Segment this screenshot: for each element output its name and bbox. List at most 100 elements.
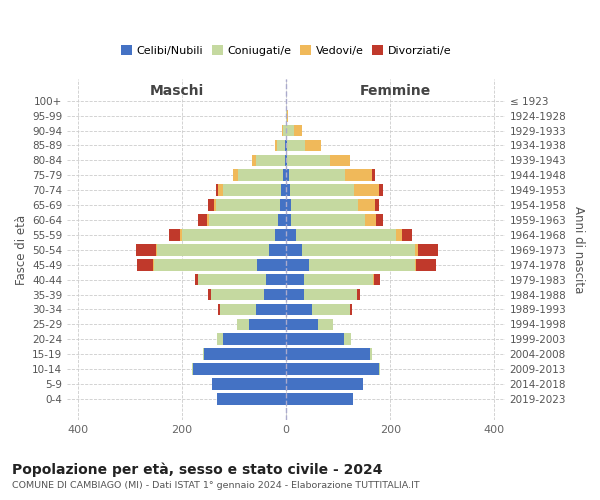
Bar	[237, 318, 286, 330]
Bar	[256, 154, 286, 166]
Bar	[217, 334, 286, 345]
Bar	[283, 170, 286, 181]
Bar	[286, 170, 345, 181]
Bar	[286, 184, 354, 196]
Bar	[275, 140, 286, 151]
Bar	[286, 110, 288, 122]
Bar	[212, 378, 286, 390]
Bar	[286, 244, 437, 256]
Bar	[220, 304, 286, 315]
Bar	[286, 288, 358, 300]
Bar	[197, 274, 286, 285]
Bar	[286, 125, 302, 136]
Bar	[286, 304, 350, 315]
Bar	[286, 125, 294, 136]
Bar	[286, 348, 372, 360]
Bar	[286, 259, 416, 270]
Bar	[286, 363, 379, 375]
Bar	[286, 229, 412, 240]
Y-axis label: Anni di nascita: Anni di nascita	[572, 206, 585, 294]
Bar	[286, 318, 333, 330]
Bar	[203, 348, 286, 360]
Bar	[197, 274, 286, 285]
Bar	[286, 214, 365, 226]
Bar	[192, 363, 286, 375]
Bar	[286, 140, 305, 151]
Bar	[286, 229, 296, 240]
Bar	[217, 334, 286, 345]
Bar	[286, 378, 363, 390]
Bar	[283, 125, 286, 136]
Bar	[286, 184, 379, 196]
Bar	[286, 200, 358, 211]
Bar	[264, 288, 286, 300]
Bar	[286, 170, 374, 181]
Bar	[286, 110, 287, 122]
Bar	[286, 334, 350, 345]
Bar	[211, 288, 286, 300]
Bar	[286, 244, 415, 256]
Bar	[286, 259, 415, 270]
Bar	[214, 200, 286, 211]
Bar	[286, 274, 304, 285]
Bar	[286, 378, 363, 390]
Bar	[286, 110, 288, 122]
Bar	[275, 140, 286, 151]
Bar	[286, 363, 380, 375]
Bar	[203, 348, 286, 360]
Bar	[157, 244, 286, 256]
Bar	[218, 304, 286, 315]
Bar	[153, 259, 286, 270]
Bar	[286, 348, 370, 360]
Bar	[286, 170, 372, 181]
Bar	[207, 214, 286, 226]
Bar	[217, 334, 286, 345]
Bar	[217, 393, 286, 404]
Bar	[286, 393, 353, 404]
Bar	[275, 229, 286, 240]
Bar	[286, 170, 289, 181]
Bar	[169, 229, 286, 240]
Bar	[217, 393, 286, 404]
Bar	[216, 200, 286, 211]
Bar	[238, 170, 286, 181]
Text: Popolazione per età, sesso e stato civile - 2024: Popolazione per età, sesso e stato civil…	[12, 462, 383, 477]
Bar	[286, 393, 353, 404]
Bar	[252, 154, 286, 166]
Bar	[218, 184, 286, 196]
Bar	[156, 244, 286, 256]
Legend: Celibi/Nubili, Coniugati/e, Vedovi/e, Divorziati/e: Celibi/Nubili, Coniugati/e, Vedovi/e, Di…	[116, 41, 456, 60]
Bar	[286, 274, 380, 285]
Bar	[286, 154, 330, 166]
Bar	[192, 363, 286, 375]
Bar	[248, 318, 286, 330]
Bar	[286, 200, 291, 211]
Bar	[286, 244, 418, 256]
Bar	[252, 154, 286, 166]
Bar	[286, 244, 302, 256]
Bar	[285, 154, 286, 166]
Bar	[280, 200, 286, 211]
Bar	[286, 259, 436, 270]
Bar	[212, 378, 286, 390]
Bar	[266, 274, 286, 285]
Bar	[286, 393, 353, 404]
Bar	[286, 304, 352, 315]
Bar	[286, 318, 333, 330]
Bar	[286, 140, 321, 151]
Bar	[286, 288, 304, 300]
Bar	[286, 184, 290, 196]
Bar	[204, 348, 286, 360]
Text: COMUNE DI CAMBIAGO (MI) - Dati ISTAT 1° gennaio 2024 - Elaborazione TUTTITALIA.I: COMUNE DI CAMBIAGO (MI) - Dati ISTAT 1° …	[12, 481, 419, 490]
Bar	[212, 378, 286, 390]
Bar	[286, 318, 319, 330]
Bar	[154, 259, 286, 270]
Bar	[283, 125, 286, 136]
Bar	[136, 244, 286, 256]
Bar	[286, 288, 358, 300]
Bar	[286, 348, 372, 360]
Bar	[286, 214, 291, 226]
Bar	[286, 229, 401, 240]
Bar	[286, 393, 353, 404]
Bar	[237, 318, 286, 330]
